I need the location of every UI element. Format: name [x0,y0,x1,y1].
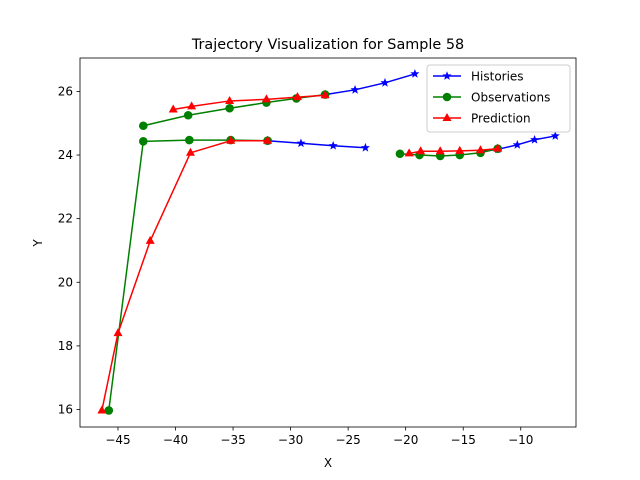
histories-point [380,78,390,87]
histories-point [530,134,540,144]
prediction-point [475,145,485,154]
series-prediction [97,90,503,414]
prediction-point [455,145,465,154]
observations-point [183,110,193,120]
y-tick-label: 22 [58,212,73,226]
y-tick-label: 24 [58,148,73,162]
prediction-point [226,135,236,144]
histories-line [267,139,366,149]
legend-marker-histories [442,71,452,80]
histories-point [296,138,306,148]
prediction-point [187,101,197,110]
histories-point [512,140,522,149]
histories-line [325,73,416,96]
observations-point [225,103,234,113]
y-tick-label: 26 [58,84,73,98]
observations-point [395,149,405,159]
x-tick-label: −15 [451,433,476,447]
x-tick-label: −40 [163,433,188,447]
legend-label-observations: Observations [471,91,550,105]
legend: Histories Observations Prediction [426,64,571,133]
prediction-point [416,146,426,155]
observations-point [104,406,114,415]
legend-marker-observations [442,92,452,102]
legend-box [426,64,571,133]
prediction-point [263,135,273,144]
observations-point [138,121,148,131]
chart-title: Trajectory Visualization for Sample 58 [191,37,464,53]
histories-point [410,69,420,78]
x-tick-label: −20 [393,433,418,447]
x-tick-label: −30 [278,433,303,447]
axes-frame [79,57,577,428]
legend-label-prediction: Prediction [471,112,531,126]
prediction-point [145,235,155,244]
x-axis-label: X [324,456,332,470]
prediction-point [185,147,195,156]
series-histories [263,69,560,156]
prediction-point [493,143,503,152]
prediction-point [320,90,330,99]
x-tick-label: −35 [220,433,245,447]
histories-point [550,131,560,140]
x-tick-label: −45 [105,433,130,447]
histories-point [328,141,338,150]
prediction-point [168,104,178,113]
prediction-point [261,94,271,103]
x-tick-label: −25 [335,433,360,447]
y-axis-label: Y [31,239,45,248]
prediction-point [225,95,235,104]
y-tick-label: 20 [58,275,73,289]
observations-point [185,135,194,145]
prediction-point [404,148,414,157]
plot-layer [97,69,560,415]
prediction-point [293,92,303,101]
x-tick-label: −10 [508,433,533,447]
histories-point [360,142,370,152]
prediction-point [97,405,107,414]
prediction-point [435,146,445,155]
legend-marker-prediction [442,113,452,121]
tick-layer: −45 −40 −35 −30 −25 −20 −15 −10 16 18 20 22 24 26 [58,84,534,447]
prediction-point [113,328,123,337]
y-tick-label: 18 [58,339,73,353]
observations-point [138,137,148,146]
histories-point [350,85,360,94]
prediction-line [101,139,268,411]
legend-label-histories: Histories [471,70,524,84]
y-tick-label: 16 [58,403,73,417]
observations-line [143,93,326,127]
